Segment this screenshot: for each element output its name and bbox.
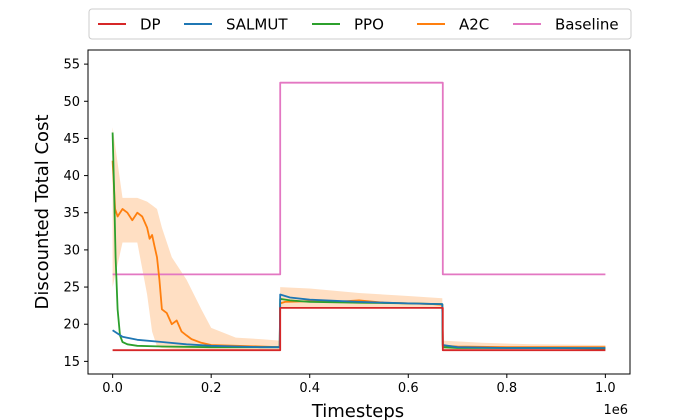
legend-label: DP xyxy=(140,16,161,34)
confidence-bands xyxy=(112,127,606,351)
series-line-baseline xyxy=(112,81,606,276)
legend-label: Baseline xyxy=(555,16,619,34)
legend-item-salmut: SALMUT xyxy=(184,16,288,34)
y-tick-label: 30 xyxy=(63,243,80,258)
x-axis-label: Timesteps xyxy=(311,401,404,420)
y-tick-label: 15 xyxy=(63,355,80,370)
legend-item-baseline: Baseline xyxy=(513,16,619,34)
legend-label: A2C xyxy=(459,16,489,34)
y-tick-label: 20 xyxy=(63,318,80,333)
y-tick-label: 25 xyxy=(63,281,80,296)
x-tick-label: 0.2 xyxy=(201,381,222,396)
band-a2c xyxy=(112,127,606,351)
y-axis-ticks: 15 20 25 30 35 40 45 50 55 xyxy=(63,58,88,370)
series-line-salmut xyxy=(112,293,606,349)
y-axis-label: Discounted Total Cost xyxy=(32,114,53,309)
x-tick-label: 0.4 xyxy=(299,381,320,396)
y-tick-label: 35 xyxy=(63,206,80,221)
x-tick-label: 0.6 xyxy=(398,381,419,396)
legend-item-dp: DP xyxy=(98,16,161,34)
legend-label: PPO xyxy=(354,16,384,34)
legend-item-ppo: PPO xyxy=(312,16,384,34)
y-tick-label: 45 xyxy=(63,132,80,147)
legend-item-a2c: A2C xyxy=(417,16,489,34)
y-tick-label: 55 xyxy=(63,58,80,73)
x-axis-ticks: 0.0 0.2 0.4 0.6 0.8 1.0 xyxy=(102,374,616,396)
y-tick-label: 40 xyxy=(63,169,80,184)
x-tick-label: 0.0 xyxy=(102,381,123,396)
legend-items: DP SALMUT PPO A2C Baseline xyxy=(98,16,619,34)
x-axis-offset-label: 1e6 xyxy=(603,403,628,418)
y-tick-label: 50 xyxy=(63,95,80,110)
series-line-dp xyxy=(112,306,606,352)
x-tick-label: 0.8 xyxy=(496,381,517,396)
legend-label: SALMUT xyxy=(226,16,288,34)
series-lines xyxy=(111,81,606,352)
legend: DP SALMUT PPO A2C Baseline xyxy=(88,8,632,40)
plot-area-frame xyxy=(87,49,631,375)
x-tick-label: 1.0 xyxy=(595,381,616,396)
legend-frame xyxy=(88,8,632,40)
